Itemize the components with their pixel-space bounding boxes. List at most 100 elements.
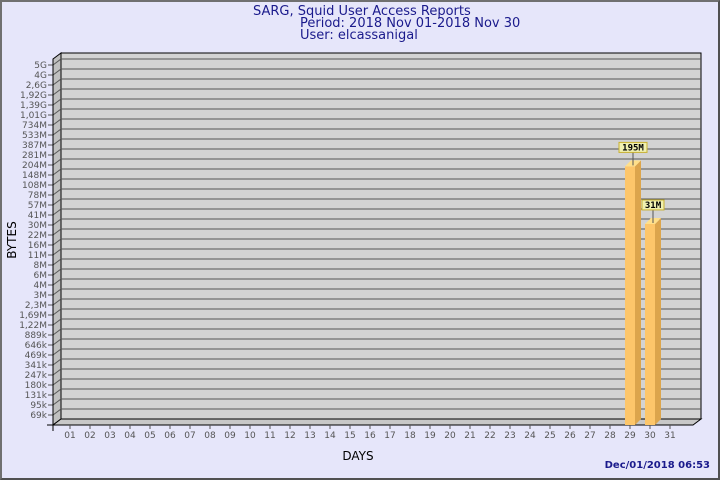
y-tick-label: 3M <box>34 291 48 301</box>
gridline-side <box>52 238 62 246</box>
data-label-box <box>618 141 648 153</box>
bar-side-29 <box>635 160 641 426</box>
y-tick-label: 281M <box>22 151 47 161</box>
y-tick-label: 16M <box>28 241 47 251</box>
gridline-side <box>52 318 62 326</box>
y-tick-label: 69k <box>30 411 47 421</box>
x-tick-label: 31 <box>664 431 675 441</box>
x-tick-label: 26 <box>564 431 576 441</box>
y-tick-label: 180k <box>25 381 48 391</box>
gridline-side <box>52 108 62 116</box>
y-tick-label: 204M <box>22 161 47 171</box>
gridline-side <box>52 248 62 256</box>
gridline-side <box>52 278 62 286</box>
x-tick-label: 18 <box>404 431 416 441</box>
x-tick-label: 13 <box>304 431 315 441</box>
gridline-side <box>52 88 62 96</box>
y-tick-label: 341k <box>25 361 48 371</box>
bar-day-29 <box>625 166 635 426</box>
x-tick-label: 17 <box>384 431 395 441</box>
x-tick-label: 06 <box>164 431 176 441</box>
y-tick-label: 1,92G <box>20 91 47 101</box>
gridline-side <box>52 338 62 346</box>
gridline-side <box>52 118 62 126</box>
gridline-side <box>52 188 62 196</box>
gridline-side <box>52 158 62 166</box>
x-tick-label: 16 <box>364 431 376 441</box>
x-tick-label: 07 <box>184 431 195 441</box>
y-tick-label: 2,6G <box>26 81 47 91</box>
gridline-side <box>52 128 62 136</box>
x-tick-label: 25 <box>544 431 555 441</box>
y-tick-label: 247k <box>25 371 48 381</box>
y-tick-label: 1,69M <box>19 311 47 321</box>
y-tick-label: 4G <box>34 71 47 81</box>
y-tick-label: 30M <box>28 221 47 231</box>
y-tick-label: 646k <box>25 341 48 351</box>
chart-period: Period: 2018 Nov 01-2018 Nov 30 <box>300 16 521 31</box>
x-tick-label: 27 <box>584 431 595 441</box>
gridline-side <box>52 388 62 396</box>
x-tick-label: 04 <box>124 431 136 441</box>
gridline-side <box>52 138 62 146</box>
gridline-side <box>52 368 62 376</box>
gridline-side <box>52 218 62 226</box>
x-tick-label: 29 <box>624 431 636 441</box>
y-tick-label: 78M <box>28 191 47 201</box>
y-tick-label: 734M <box>22 121 47 131</box>
y-tick-label: 1,39G <box>20 101 47 111</box>
y-tick-label: 57M <box>28 201 47 211</box>
x-tick-label: 21 <box>464 431 475 441</box>
y-tick-label: 4M <box>34 281 48 291</box>
gridline-side <box>52 298 62 306</box>
y-tick-label: 533M <box>22 131 47 141</box>
y-tick-label: 387M <box>22 141 47 151</box>
gridline-side <box>52 208 62 216</box>
y-tick-label: 1,01G <box>20 111 47 121</box>
gridline-side <box>52 258 62 266</box>
floor <box>51 418 703 426</box>
gridline-side <box>52 198 62 206</box>
x-tick-label: 30 <box>644 431 656 441</box>
bar-side-30 <box>655 217 661 425</box>
y-tick-label: 148M <box>22 171 47 181</box>
x-tick-label: 20 <box>444 431 456 441</box>
gridline-side <box>52 398 62 406</box>
data-label-box <box>641 199 665 211</box>
y-tick-label: 131k <box>25 391 48 401</box>
x-tick-label: 15 <box>344 431 355 441</box>
gridline-side <box>52 328 62 336</box>
x-tick-label: 08 <box>204 431 216 441</box>
x-tick-label: 10 <box>244 431 256 441</box>
gridline-side <box>52 348 62 356</box>
gridline-side <box>52 178 62 186</box>
bar-day-30 <box>645 223 655 425</box>
gridline-side <box>52 358 62 366</box>
gridline-side <box>52 268 62 276</box>
x-axis-label: DAYS <box>342 449 373 463</box>
data-label: 31M <box>645 201 662 211</box>
chart-user: User: elcassanigal <box>300 28 418 43</box>
gridline-side <box>52 58 62 66</box>
y-tick-label: 6M <box>34 271 48 281</box>
y-tick-label: 2,3M <box>25 301 47 311</box>
back-wall <box>60 52 702 420</box>
x-tick-label: 14 <box>324 431 336 441</box>
gridline-side <box>52 378 62 386</box>
x-tick-label: 28 <box>604 431 616 441</box>
x-tick-label: 01 <box>64 431 75 441</box>
y-tick-label: 8M <box>34 261 48 271</box>
gridline-side <box>52 288 62 296</box>
y-tick-label: 1,22M <box>19 321 47 331</box>
gridline-side <box>52 308 62 316</box>
y-tick-label: 41M <box>28 211 47 221</box>
x-tick-label: 24 <box>524 431 536 441</box>
x-tick-label: 12 <box>284 431 295 441</box>
y-tick-label: 95k <box>30 401 47 411</box>
y-tick-label: 469k <box>25 351 48 361</box>
x-tick-label: 02 <box>84 431 95 441</box>
y-tick-label: 11M <box>28 251 47 261</box>
x-tick-label: 22 <box>484 431 495 441</box>
x-tick-label: 19 <box>424 431 436 441</box>
